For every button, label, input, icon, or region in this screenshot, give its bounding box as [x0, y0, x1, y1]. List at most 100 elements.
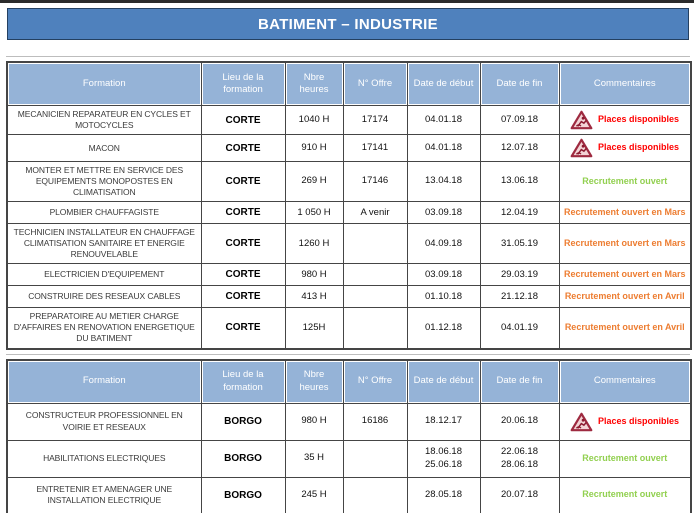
comment-text: Recrutement ouvert en Mars — [563, 206, 686, 217]
date-debut-cell: 01.10.18 — [406, 285, 481, 309]
header-row: Formation Lieu de la formation Nbre heur… — [6, 61, 692, 106]
date-fin-cell: 04.01.19 — [479, 307, 560, 350]
offre-cell: 17174 — [342, 104, 408, 136]
column-header-date-fin: Date de fin — [479, 359, 560, 404]
formation-cell: HABILITATIONS ELECTRIQUES — [6, 439, 202, 478]
comment-cell: Recrutement ouvert en Mars — [558, 201, 692, 225]
offre-cell — [342, 476, 408, 513]
formations-table-corte: Formation Lieu de la formation Nbre heur… — [6, 61, 692, 350]
table-row: MONTER ET METTRE EN SERVICE DES EQUIPEME… — [6, 161, 692, 203]
comment-cell: Recrutement ouvert — [558, 161, 692, 203]
heures-cell: 980 H — [284, 402, 344, 441]
comment-text: Recrutement ouvert en Avril — [564, 321, 685, 332]
column-header-offre: N° Offre — [342, 359, 408, 404]
date-fin-cell: 07.09.18 — [479, 104, 560, 136]
comment-cell: Recrutement ouvert — [558, 476, 692, 513]
comment-text: Recrutement ouvert — [582, 452, 668, 463]
lieu-cell: CORTE — [200, 161, 286, 203]
date-debut-cell: 04.09.18 — [406, 223, 481, 265]
comment-text: Places disponibles — [597, 114, 680, 125]
column-header-heures: Nbre heures — [284, 61, 344, 106]
lieu-cell: BORGO — [200, 439, 286, 478]
comment-text: Recrutement ouvert en Mars — [563, 268, 686, 279]
date-fin-cell: 20.06.18 — [479, 402, 560, 441]
column-header-heures: Nbre heures — [284, 359, 344, 404]
lieu-cell: BORGO — [200, 402, 286, 441]
date-fin-cell: 29.03.19 — [479, 263, 560, 287]
date-debut-cell: 04.01.18 — [406, 134, 481, 163]
formation-cell: CONSTRUCTEUR PROFESSIONNEL EN VOIRIE ET … — [6, 402, 202, 441]
divider — [6, 56, 690, 57]
date-fin-cell: 12.07.18 — [479, 134, 560, 163]
table-row: PREPARATOIRE AU METIER CHARGE D'AFFAIRES… — [6, 307, 692, 350]
comment-cell: Recrutement ouvert en Mars — [558, 223, 692, 265]
lieu-cell: CORTE — [200, 307, 286, 350]
lieu-cell: CORTE — [200, 104, 286, 136]
formation-cell: PREPARATOIRE AU METIER CHARGE D'AFFAIRES… — [6, 307, 202, 350]
comment-cell: Places disponibles — [558, 134, 692, 163]
table-row: ELECTRICIEN D'EQUIPEMENT CORTE 980 H 03.… — [6, 263, 692, 287]
roadwork-icon — [570, 138, 593, 158]
lieu-cell: BORGO — [200, 476, 286, 513]
heures-cell: 1040 H — [284, 104, 344, 136]
divider — [6, 353, 690, 355]
date-debut-cell: 13.04.18 — [406, 161, 481, 203]
comment-text: Recrutement ouvert en Avril — [564, 290, 685, 301]
date-fin-cell: 20.07.18 — [479, 476, 560, 513]
heures-cell: 413 H — [284, 285, 344, 309]
heures-cell: 910 H — [284, 134, 344, 163]
roadwork-icon — [570, 110, 593, 130]
offre-cell — [342, 223, 408, 265]
table-row: CONSTRUCTEUR PROFESSIONNEL EN VOIRIE ET … — [6, 402, 692, 441]
comment-text: Recrutement ouvert — [582, 489, 668, 500]
date-fin-cell: 22.06.18 28.06.18 — [479, 439, 560, 478]
table-row: CONSTRUIRE DES RESEAUX CABLES CORTE 413 … — [6, 285, 692, 309]
offre-cell — [342, 285, 408, 309]
date-debut-cell: 18.12.17 — [406, 402, 481, 441]
comment-text: Places disponibles — [597, 142, 680, 153]
comment-cell: Recrutement ouvert — [558, 439, 692, 478]
comment-text: Recrutement ouvert — [582, 175, 668, 186]
table-row: PLOMBIER CHAUFFAGISTE CORTE 1 050 H A ve… — [6, 201, 692, 225]
date-fin-cell: 31.05.19 — [479, 223, 560, 265]
date-debut-cell: 18.06.18 25.06.18 — [406, 439, 481, 478]
offre-cell — [342, 263, 408, 287]
column-header-offre: N° Offre — [342, 61, 408, 106]
heures-cell: 245 H — [284, 476, 344, 513]
date-debut-cell: 01.12.18 — [406, 307, 481, 350]
offre-cell: 16186 — [342, 402, 408, 441]
offre-cell: 17141 — [342, 134, 408, 163]
table-row: HABILITATIONS ELECTRIQUES BORGO 35 H 18.… — [6, 439, 692, 478]
lieu-cell: CORTE — [200, 134, 286, 163]
column-header-date-fin: Date de fin — [479, 61, 560, 106]
column-header-lieu: Lieu de la formation — [200, 359, 286, 404]
heures-cell: 1260 H — [284, 223, 344, 265]
table-row: TECHNICIEN INSTALLATEUR EN CHAUFFAGE CLI… — [6, 223, 692, 265]
comment-cell: Places disponibles — [558, 104, 692, 136]
formation-cell: ENTRETENIR ET AMENAGER UNE INSTALLATION … — [6, 476, 202, 513]
comment-cell: Places disponibles — [558, 402, 692, 441]
table-row: MECANICIEN REPARATEUR EN CYCLES ET MOTOC… — [6, 104, 692, 136]
comment-cell: Recrutement ouvert en Avril — [558, 285, 692, 309]
date-fin-cell: 13.06.18 — [479, 161, 560, 203]
formation-cell: CONSTRUIRE DES RESEAUX CABLES — [6, 285, 202, 309]
formation-cell: MECANICIEN REPARATEUR EN CYCLES ET MOTOC… — [6, 104, 202, 136]
table-row: MACON CORTE 910 H 17141 04.01.18 12.07.1… — [6, 134, 692, 163]
table-row: ENTRETENIR ET AMENAGER UNE INSTALLATION … — [6, 476, 692, 513]
offre-cell — [342, 439, 408, 478]
heures-cell: 980 H — [284, 263, 344, 287]
lieu-cell: CORTE — [200, 223, 286, 265]
header-row: Formation Lieu de la formation Nbre heur… — [6, 359, 692, 404]
heures-cell: 35 H — [284, 439, 344, 478]
comment-cell: Recrutement ouvert en Mars — [558, 263, 692, 287]
offre-cell — [342, 307, 408, 350]
formation-cell: PLOMBIER CHAUFFAGISTE — [6, 201, 202, 225]
offre-cell: A venir — [342, 201, 408, 225]
formation-cell: MACON — [6, 134, 202, 163]
offre-cell: 17146 — [342, 161, 408, 203]
column-header-date-debut: Date de début — [406, 61, 481, 106]
comment-text: Places disponibles — [597, 415, 680, 426]
column-header-formation: Formation — [6, 61, 202, 106]
column-header-commentaires: Commentaires — [558, 359, 692, 404]
